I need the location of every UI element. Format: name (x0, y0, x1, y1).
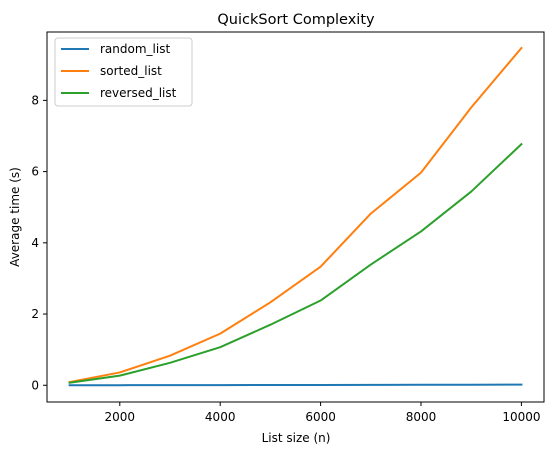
series-line-reversed-list (68, 142, 523, 384)
x-tick-label: 10000 (502, 410, 540, 424)
x-tick-label: 8000 (406, 410, 437, 424)
x-tick-label: 4000 (205, 410, 236, 424)
x-tick-label: 6000 (305, 410, 336, 424)
series-line-random-list (68, 383, 523, 387)
x-tick-label: 2000 (105, 410, 136, 424)
legend-frame (54, 37, 193, 107)
series-line-sorted-list (68, 46, 523, 384)
legend-label-random-list: random_list (100, 42, 170, 56)
x-axis-title: List size (n) (262, 431, 331, 445)
legend-label-sorted-list: sorted_list (100, 64, 162, 78)
series-layer (68, 46, 523, 387)
y-axis-title: Average time (s) (8, 167, 22, 267)
y-tick-layer: 0 2 4 6 8 (31, 93, 47, 392)
y-tick-label: 6 (31, 165, 39, 179)
plot-area-frame (46, 31, 545, 403)
x-tick-layer: 2000 4000 6000 8000 10000 (105, 402, 541, 424)
y-tick-label: 4 (31, 236, 39, 250)
y-tick-label: 8 (31, 93, 39, 107)
legend: random_list sorted_list reversed_list (54, 37, 193, 107)
y-tick-label: 2 (31, 307, 39, 321)
y-tick-label: 0 (31, 378, 39, 392)
chart-title: QuickSort Complexity (217, 12, 375, 28)
legend-label-reversed-list: reversed_list (100, 86, 177, 100)
